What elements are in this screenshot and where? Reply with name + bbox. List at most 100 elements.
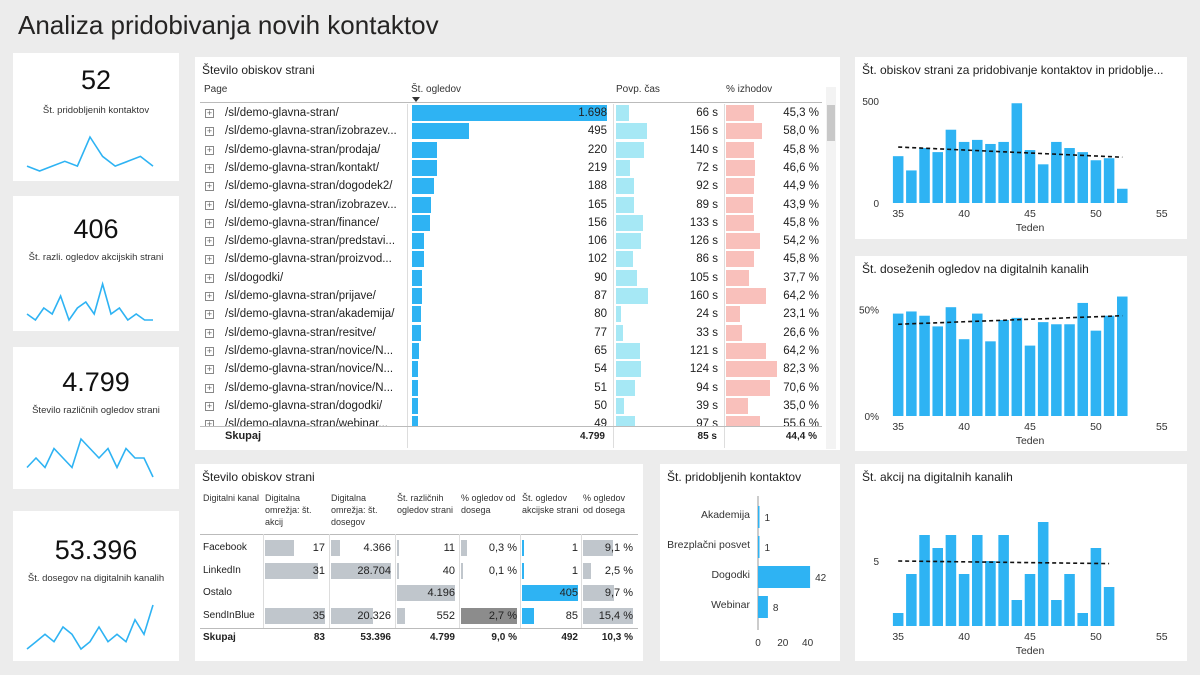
table-row[interactable]: + /sl/demo-glavna-stran/proizvod... 102 86 … — [195, 250, 825, 268]
header-page[interactable]: Page — [204, 84, 228, 95]
expand-icon[interactable]: + — [205, 345, 214, 356]
views-bar — [412, 123, 469, 140]
expand-icon[interactable]: + — [205, 291, 214, 301]
sparkline-line — [26, 437, 154, 478]
expand-icon[interactable]: + — [205, 382, 214, 393]
time-value: 24 s — [696, 308, 718, 321]
views-value: 495 — [587, 125, 607, 138]
table-row[interactable]: + /sl/demo-glavna-stran/novice/N... 65 121 … — [195, 342, 825, 360]
expand-icon[interactable]: + — [205, 199, 214, 210]
expand-icon[interactable]: + — [205, 217, 214, 228]
views-value: 106 — [587, 235, 607, 248]
time-bar — [616, 178, 635, 195]
expand-icon[interactable]: + — [205, 420, 214, 426]
kpi-card-reach[interactable]: 53.396 Št. dosegov na digitalnih kanalih — [13, 511, 179, 661]
expand-icon[interactable]: + — [205, 144, 214, 155]
trend-line — [898, 560, 1110, 565]
pages-table-card[interactable]: Število obiskov strani Page Št. ogledov … — [195, 57, 840, 450]
exits-value: 43,9 % — [783, 198, 819, 211]
channels-table-title: Število obiskov strani — [202, 470, 315, 484]
views-value: 65 — [594, 344, 607, 357]
exits-bar — [726, 361, 778, 378]
expand-icon[interactable]: + — [205, 162, 214, 173]
expand-icon[interactable]: + — [205, 254, 214, 265]
weekly-reach-chart-card[interactable]: Št. doseženih ogledov na digitalnih kana… — [855, 256, 1187, 451]
bar — [758, 536, 760, 558]
sort-down-icon[interactable] — [412, 97, 420, 102]
kpi-card-contacts[interactable]: 52 Št. pridobljenih kontaktov — [13, 53, 179, 181]
weekly-visits-chart-card[interactable]: Št. obiskov strani za pridobivanje konta… — [855, 57, 1187, 239]
column-header[interactable]: % ogledov od dosega — [461, 493, 516, 515]
weekly-actions-chart-card[interactable]: Št. akcij na digitalnih kanalih 35 40 45 50… — [855, 464, 1187, 661]
x-axis-label: Teden — [1016, 645, 1045, 657]
contacts-chart-card[interactable]: Št. pridobljenih kontaktov Akademija 1 Bre… — [660, 464, 840, 661]
table-row[interactable]: + /sl/demo-glavna-stran/1.698 66 s 45,3 % — [195, 104, 825, 122]
scrollbar-thumb[interactable] — [827, 105, 835, 141]
table-row[interactable]: + /sl/demo-glavna-stran/kontakt/219 72 s 46… — [195, 159, 825, 177]
exits-bar — [726, 159, 755, 176]
channel-bar — [522, 607, 534, 624]
column-header[interactable]: Št. različnih ogledov strani — [397, 493, 454, 515]
column-header[interactable]: Digitalna omrežja: št. akcij — [265, 493, 312, 527]
bar — [958, 339, 970, 416]
table-row[interactable]: + /sl/demo-glavna-stran/novice/N... 54 124 … — [195, 360, 825, 378]
table-row[interactable]: + /sl/demo-glavna-stran/akademija/80 24 s 2… — [195, 305, 825, 323]
category-label: Brezplačni posvet — [667, 539, 750, 551]
expand-icon[interactable]: + — [205, 236, 214, 247]
column-header[interactable]: % ogledov od dosega — [583, 493, 626, 515]
table-row[interactable]: + /sl/demo-glavna-stran/novice/N... 51 94 s… — [195, 379, 825, 397]
x-tick-label: 55 — [1156, 631, 1168, 643]
trend-line — [898, 314, 1123, 326]
table-row[interactable]: + /sl/demo-glavna-stran/webinar... 49 97 s 5… — [195, 415, 825, 426]
channel-bar — [265, 540, 295, 556]
page-path: /sl/demo-glavna-stran/finance/ — [225, 216, 380, 229]
views-bar — [412, 178, 434, 195]
bar — [1077, 302, 1088, 416]
expand-icon[interactable]: + — [205, 108, 214, 118]
expand-icon[interactable]: + — [205, 364, 214, 375]
time-value: 121 s — [689, 344, 718, 357]
exits-bar — [726, 105, 755, 121]
bar — [906, 574, 917, 626]
table-row[interactable]: + /sl/demo-glavna-stran/prodaja/220 140 s 4… — [195, 141, 825, 159]
column-header[interactable]: Št. ogledov akcijske strani — [522, 493, 579, 515]
table-row[interactable]: + /sl/demo-glavna-stran/dogodki/50 39 s 35,… — [195, 397, 825, 415]
x-tick-label: 20 — [777, 638, 789, 649]
expand-icon[interactable]: + — [205, 400, 214, 411]
x-tick-label: 55 — [1156, 421, 1168, 433]
channels-table-card[interactable]: Število obiskov strani Digitalni kanal Di… — [195, 464, 643, 661]
kpi-label: Št. razli. ogledov akcijskih strani — [28, 252, 164, 263]
views-value: 54 — [594, 363, 607, 376]
table-row[interactable]: + /sl/demo-glavna-stran/dogodek2/188 92 s 4… — [195, 177, 825, 195]
kpi-card-action-views[interactable]: 406 Št. razli. ogledov akcijskih strani — [13, 196, 179, 331]
exits-bar — [726, 123, 762, 140]
header-views[interactable]: Št. ogledov — [411, 84, 462, 95]
header-time[interactable]: Povp. čas — [616, 84, 660, 95]
expand-icon[interactable]: + — [205, 272, 214, 283]
table-row[interactable]: + /sl/demo-glavna-stran/izobrazev... 165 89… — [195, 196, 825, 214]
table-row[interactable]: + /sl/demo-glavna-stran/predstavi... 106 12… — [195, 232, 825, 250]
expand-icon[interactable]: + — [205, 126, 214, 137]
table-row[interactable]: + /sl/demo-glavna-stran/resitve/77 33 s 26,… — [195, 324, 825, 342]
exits-value: 35,0 % — [783, 399, 819, 412]
column-header[interactable]: Digitalni kanal — [203, 493, 260, 503]
kpi-card-page-views[interactable]: 4.799 Število različnih ogledov strani — [13, 347, 179, 489]
expand-icon[interactable]: + — [205, 181, 214, 192]
bar — [958, 141, 970, 203]
table-row[interactable]: + /sl/demo-glavna-stran/izobrazev... 495 15… — [195, 122, 825, 140]
bar — [972, 535, 983, 626]
table-row[interactable]: + /sl/dogodki/90 105 s 37,7 % — [195, 269, 825, 287]
expand-icon[interactable]: + — [205, 327, 214, 338]
time-value: 133 s — [689, 216, 718, 229]
bar — [1090, 160, 1102, 203]
column-divider — [329, 534, 330, 628]
table-row[interactable]: + /sl/demo-glavna-stran/prijave/87 160 s 64… — [195, 287, 825, 305]
expand-icon[interactable]: + — [205, 309, 214, 320]
bar — [998, 535, 1009, 626]
table-row[interactable]: + /sl/demo-glavna-stran/finance/156 133 s 4… — [195, 214, 825, 232]
time-bar — [616, 251, 634, 268]
header-exits[interactable]: % izhodov — [726, 84, 773, 95]
scrollbar[interactable] — [826, 87, 836, 449]
column-header[interactable]: Digitalna omrežja: št. dosegov — [331, 493, 378, 527]
total-value: 4.799 — [429, 632, 455, 643]
